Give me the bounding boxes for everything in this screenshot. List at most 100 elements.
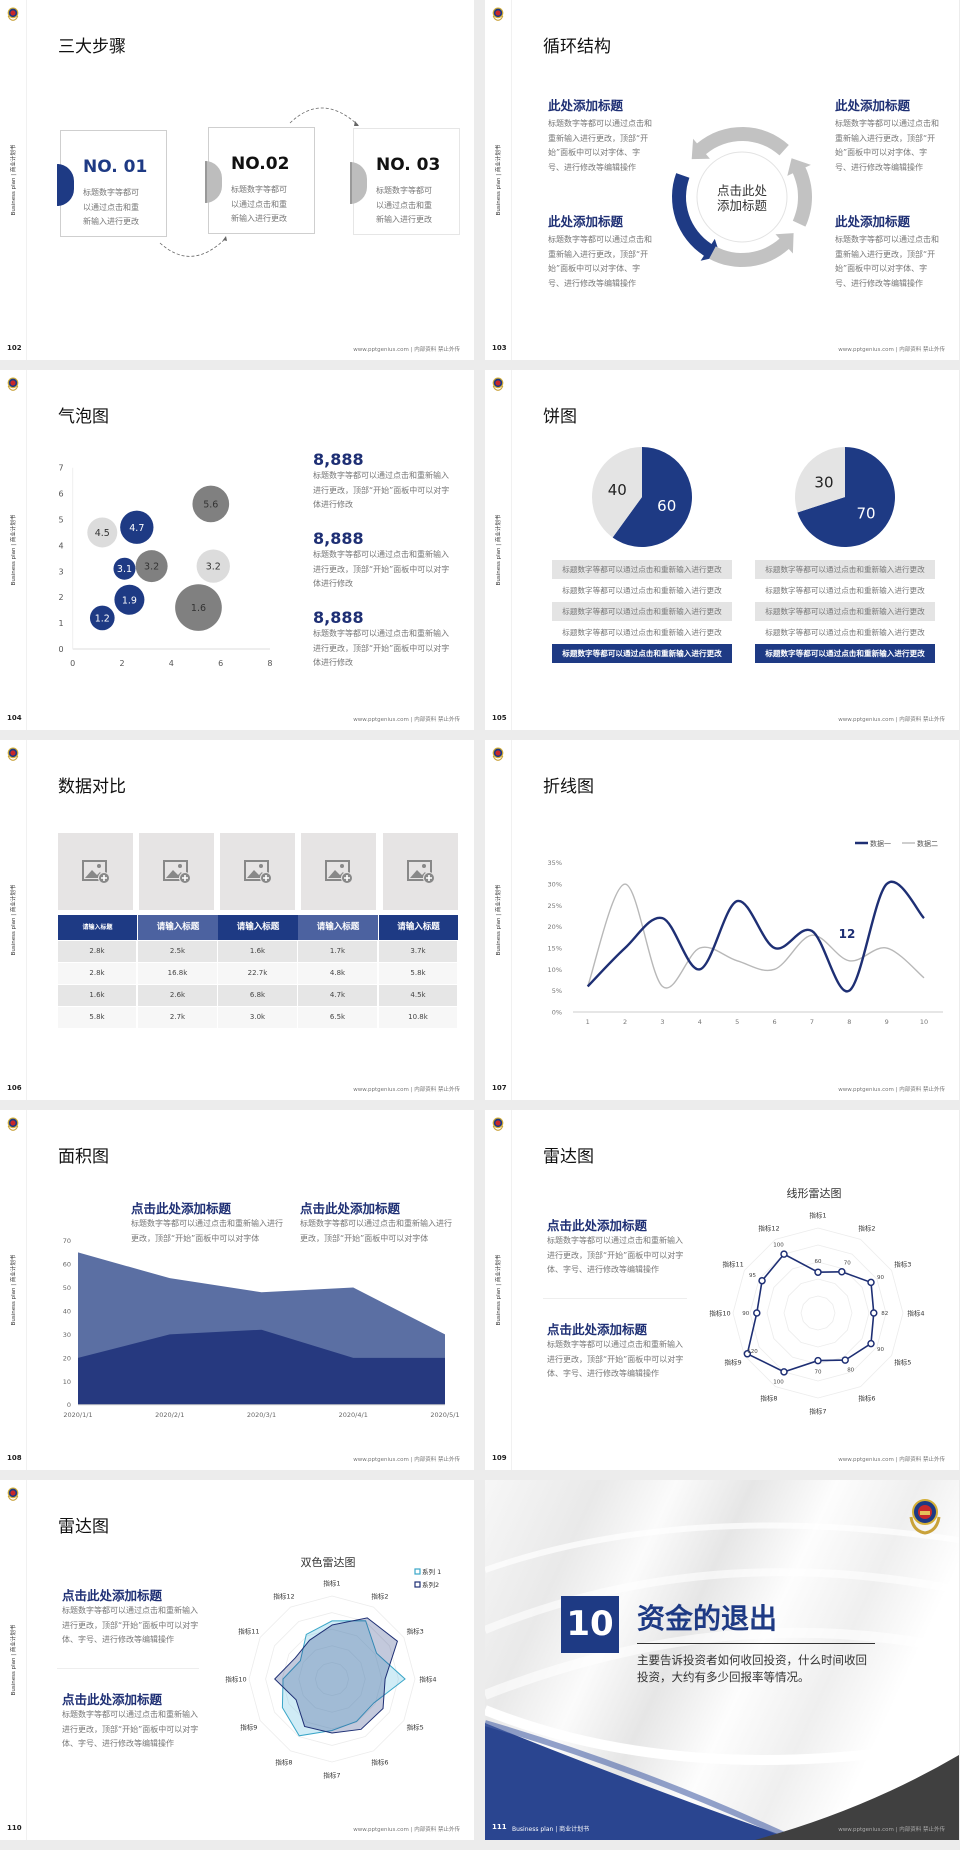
slide-105[interactable]: Business plan | 商业计划书 饼图 60 40 70 30 105 www… bbox=[485, 370, 959, 730]
pie-legend-row[interactable]: 标题数字等都可以通过点击和重新输入进行更改 bbox=[755, 602, 935, 621]
add-image-icon bbox=[244, 860, 272, 884]
y-tick-label: 0% bbox=[552, 1009, 562, 1017]
page-number: 110 bbox=[7, 1824, 22, 1832]
radar-point bbox=[758, 1276, 766, 1285]
pie-legend-row[interactable]: 标题数字等都可以通过点击和重新输入进行更改 bbox=[552, 560, 732, 579]
radar-value-label: 100 bbox=[773, 1379, 784, 1385]
y-tick-label: 60 bbox=[63, 1261, 71, 1269]
x-tick-label: 8 bbox=[847, 1018, 851, 1026]
x-tick-label: 8 bbox=[267, 659, 272, 668]
pie-value-label: 40 bbox=[608, 481, 627, 499]
pie-legend-row[interactable]: 标题数字等都可以通过点击和重新输入进行更改 bbox=[755, 560, 935, 579]
radar-axis-label: 指标11 bbox=[238, 1627, 259, 1636]
radar-axis-label: 指标7 bbox=[323, 1771, 340, 1780]
table-header-cell[interactable]: 请输入标题 bbox=[298, 915, 378, 940]
table-cell: 5.8k bbox=[379, 963, 457, 984]
step-card-2[interactable]: NO.02 标题数字等都可以通过点击和重新输入进行更改 bbox=[205, 127, 315, 234]
y-tick-label: 10% bbox=[548, 966, 562, 974]
slide-110[interactable]: Business plan | 商业计划书 雷达图 点击此处添加标题 标题数字等… bbox=[0, 1480, 474, 1840]
slide-title: 循环结构 bbox=[543, 37, 611, 57]
cycle-center-text[interactable]: 点击此处添加标题 bbox=[716, 183, 767, 213]
table-header-cell[interactable]: 请输入标题 bbox=[138, 915, 218, 940]
radar-point bbox=[841, 1356, 849, 1364]
image-placeholder[interactable] bbox=[383, 833, 458, 910]
table-header-cell[interactable]: 请输入标题 bbox=[58, 915, 137, 940]
table-header-cell[interactable]: 请输入标题 bbox=[218, 915, 298, 940]
slide-109[interactable]: Business plan | 商业计划书 雷达图 点击此处添加标题 标题数字等… bbox=[485, 1110, 959, 1470]
table-header-cell[interactable]: 请输入标题 bbox=[379, 915, 458, 940]
image-placeholder[interactable] bbox=[220, 833, 295, 910]
radar-point bbox=[753, 1309, 761, 1317]
pie-legend-row[interactable]: 标题数字等都可以通过点击和重新输入进行更改 bbox=[765, 628, 925, 637]
footer-text: www.pptgenius.com | 内部资料 禁止外传 bbox=[838, 1087, 945, 1093]
step-text: 标题数字等都可以通过点击和重新输入进行更改 bbox=[376, 186, 432, 224]
y-tick-label: 35% bbox=[548, 859, 562, 867]
footer-text: www.pptgenius.com | 内部资料 禁止外传 bbox=[838, 1457, 945, 1463]
step-card-3[interactable]: NO. 03 标题数字等都可以通过点击和重新输入进行更改 bbox=[350, 128, 460, 235]
y-tick-label: 30% bbox=[548, 881, 562, 889]
police-emblem-icon bbox=[492, 747, 504, 761]
y-tick-label: 3 bbox=[58, 567, 63, 576]
table-cell: 10.8k bbox=[379, 1007, 457, 1028]
x-tick-label: 5 bbox=[735, 1018, 739, 1026]
block-text: 标题数字等都可以通过点击和重新输入进行更改，顶部“开始”面板中可以对字体、字号、… bbox=[548, 119, 652, 172]
slide-106[interactable]: Business plan | 商业计划书 数据对比 106 www.pptgen… bbox=[0, 740, 474, 1100]
image-placeholder[interactable] bbox=[139, 833, 214, 910]
radar-value-label: 80 bbox=[847, 1368, 854, 1374]
pie-legend-row[interactable]: 标题数字等都可以通过点击和重新输入进行更改 bbox=[552, 602, 732, 621]
slide-102[interactable]: Business plan | 商业计划书 三大步骤 NO. 01 标题数字等都… bbox=[0, 0, 474, 360]
radar-point bbox=[814, 1268, 822, 1276]
area-series-1 bbox=[78, 1329, 445, 1405]
table-cell: 16.8k bbox=[138, 963, 217, 984]
footer-text: www.pptgenius.com | 内部资料 禁止外传 bbox=[353, 1457, 460, 1463]
radar-axis-label: 指标12 bbox=[273, 1591, 294, 1600]
title-underline bbox=[637, 1643, 875, 1644]
divider bbox=[543, 1298, 687, 1299]
dashed-arrow-2 bbox=[289, 107, 359, 126]
cycle-arrow-top bbox=[691, 127, 789, 160]
pie-legend-row[interactable]: 标题数字等都可以通过点击和重新输入进行更改 bbox=[765, 586, 925, 595]
line-series-2 bbox=[587, 883, 925, 989]
image-placeholder[interactable] bbox=[301, 833, 376, 910]
stat-block: 8,888 标题数字等都可以通过点击和重新输入进行更改，顶部“开始”面板中可以对… bbox=[313, 529, 453, 592]
bubble bbox=[135, 550, 168, 583]
block-heading: 点击此处添加标题 bbox=[62, 1588, 163, 1603]
radar-point bbox=[743, 1350, 752, 1358]
slide-108[interactable]: Business plan | 商业计划书 面积图 0 10 20 30 40 50 60 7… bbox=[0, 1110, 474, 1470]
y-tick-label: 10 bbox=[63, 1378, 71, 1386]
pie-legend-row[interactable]: 标题数字等都可以通过点击和重新输入进行更改 bbox=[562, 628, 722, 637]
police-emblem-icon bbox=[7, 747, 19, 761]
block-text: 标题数字等都可以通过点击和重新输入进行更改，顶部“开始”面板中可以对字体、字号、… bbox=[547, 1340, 684, 1378]
radar-grid-ring bbox=[732, 1227, 904, 1399]
stat-value: 8,888 bbox=[313, 608, 364, 627]
radar-value-label: 95 bbox=[749, 1273, 756, 1279]
pie-legend-row[interactable]: 标题数字等都可以通过点击和重新输入进行更改 bbox=[755, 644, 935, 663]
footer-text: www.pptgenius.com | 内部资料 禁止外传 bbox=[838, 347, 945, 353]
image-placeholder[interactable] bbox=[58, 833, 133, 910]
slide-104[interactable]: Business plan | 商业计划书 气泡图 0 2 4 6 8 0 1 2 3 4 5 6 7 1… bbox=[0, 370, 474, 730]
pie-legend-row[interactable]: 标题数字等都可以通过点击和重新输入进行更改 bbox=[562, 586, 722, 595]
cycle-arrow-right bbox=[787, 158, 812, 227]
pie-value-label: 60 bbox=[657, 497, 676, 515]
center-circle bbox=[696, 151, 788, 243]
table-cell: 1.6k bbox=[58, 985, 136, 1006]
y-tick-label: 20% bbox=[548, 923, 562, 931]
slide-111-section-cover[interactable]: 10 资金的退出 主要告诉投资者如何收回投资，什么时间收回投资，大约有多少回报率… bbox=[485, 1480, 959, 1840]
step-card-1[interactable]: NO. 01 标题数字等都可以通过点击和重新输入进行更改 bbox=[57, 130, 167, 237]
slide-103[interactable]: Business plan | 商业计划书 循环结构 此处添加标题 标题数字等都… bbox=[485, 0, 959, 360]
chart-title: 线形雷达图 bbox=[787, 1186, 842, 1200]
radar-grid-ring bbox=[248, 1595, 416, 1763]
pie-charts: 60 40 70 30 bbox=[592, 447, 895, 547]
add-image-icon bbox=[325, 860, 353, 884]
radar-value-label: 90 bbox=[877, 1347, 884, 1353]
x-tick-label: 2020/3/1 bbox=[247, 1411, 276, 1419]
stat-text: 标题数字等都可以通过点击和重新输入进行更改，顶部“开始”面板中可以对字体进行修改 bbox=[313, 471, 450, 509]
chart-title: 双色雷达图 bbox=[301, 1555, 356, 1569]
table-cell: 6.8k bbox=[218, 985, 297, 1006]
y-tick-label: 25% bbox=[548, 902, 562, 910]
pie-legend-row[interactable]: 标题数字等都可以通过点击和重新输入进行更改 bbox=[552, 644, 732, 663]
slide-107[interactable]: Business plan | 商业计划书 折线图 0% 5% 10% 15% 20% 2… bbox=[485, 740, 959, 1100]
radar-axis-label: 指标1 bbox=[809, 1211, 826, 1220]
police-emblem-icon bbox=[492, 1117, 504, 1131]
